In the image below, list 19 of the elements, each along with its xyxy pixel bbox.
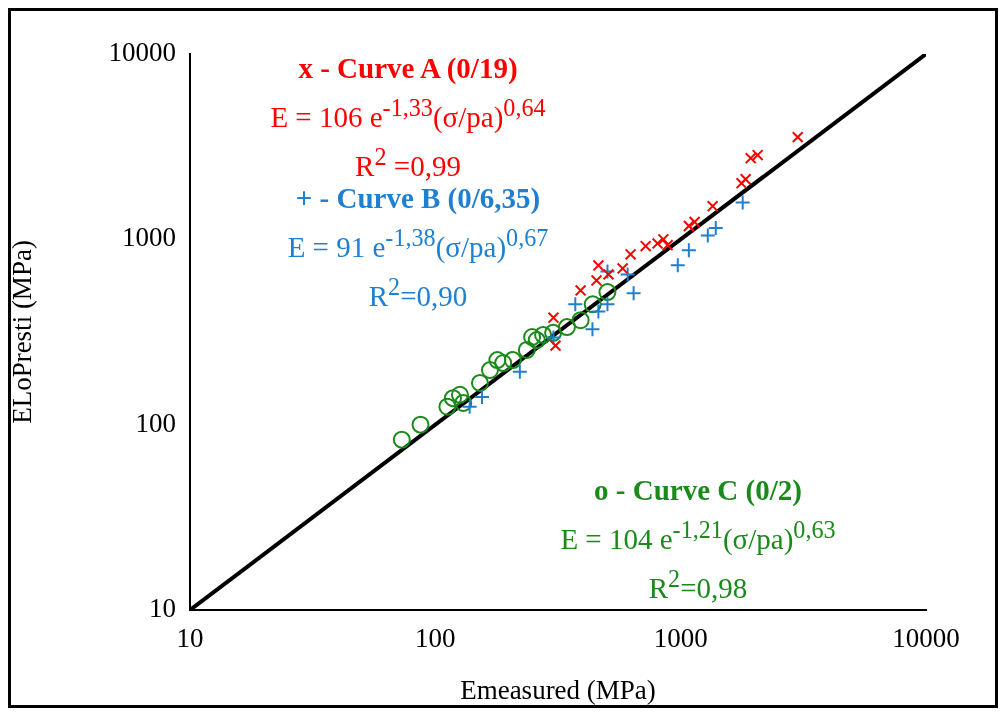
annotation: R$^{2}$=0,98 bbox=[647, 563, 749, 606]
x-tick-label: 100 bbox=[415, 623, 456, 654]
x-tick-label: 10 bbox=[176, 623, 204, 654]
y-tick-label: 1000 bbox=[122, 222, 176, 253]
text: + - Curve B (0/6,35) bbox=[295, 182, 541, 214]
y-tick-label: 10000 bbox=[108, 37, 176, 68]
annotation: E = 104 e$^{-1,21}$(σ/pa)$^{0,63}$ bbox=[559, 515, 837, 557]
text: x - Curve A (0/19) bbox=[297, 51, 519, 86]
annotation: E = 91 e$^{-1,38}$(σ/pa)$^{0,67}$ bbox=[286, 223, 550, 265]
annotation: E = 106 e$^{-1,33}$(σ/pa)$^{0,64}$ bbox=[269, 93, 547, 135]
y-tick-label: 10 bbox=[149, 593, 176, 624]
x-tick-label: 1000 bbox=[653, 623, 708, 654]
y-tick-label: 100 bbox=[135, 407, 176, 438]
annotation: R$^{2}$=0,90 bbox=[367, 271, 469, 314]
annotation: R$^{2}$ =0,99 bbox=[355, 142, 461, 182]
x-axis-title: Emeasured (MPa) bbox=[460, 674, 656, 705]
x-tick-label: 10000 bbox=[892, 623, 960, 654]
text: o - Curve C (0/2) bbox=[593, 473, 803, 508]
y-axis-title: ELoPresti (MPa) bbox=[7, 240, 38, 424]
